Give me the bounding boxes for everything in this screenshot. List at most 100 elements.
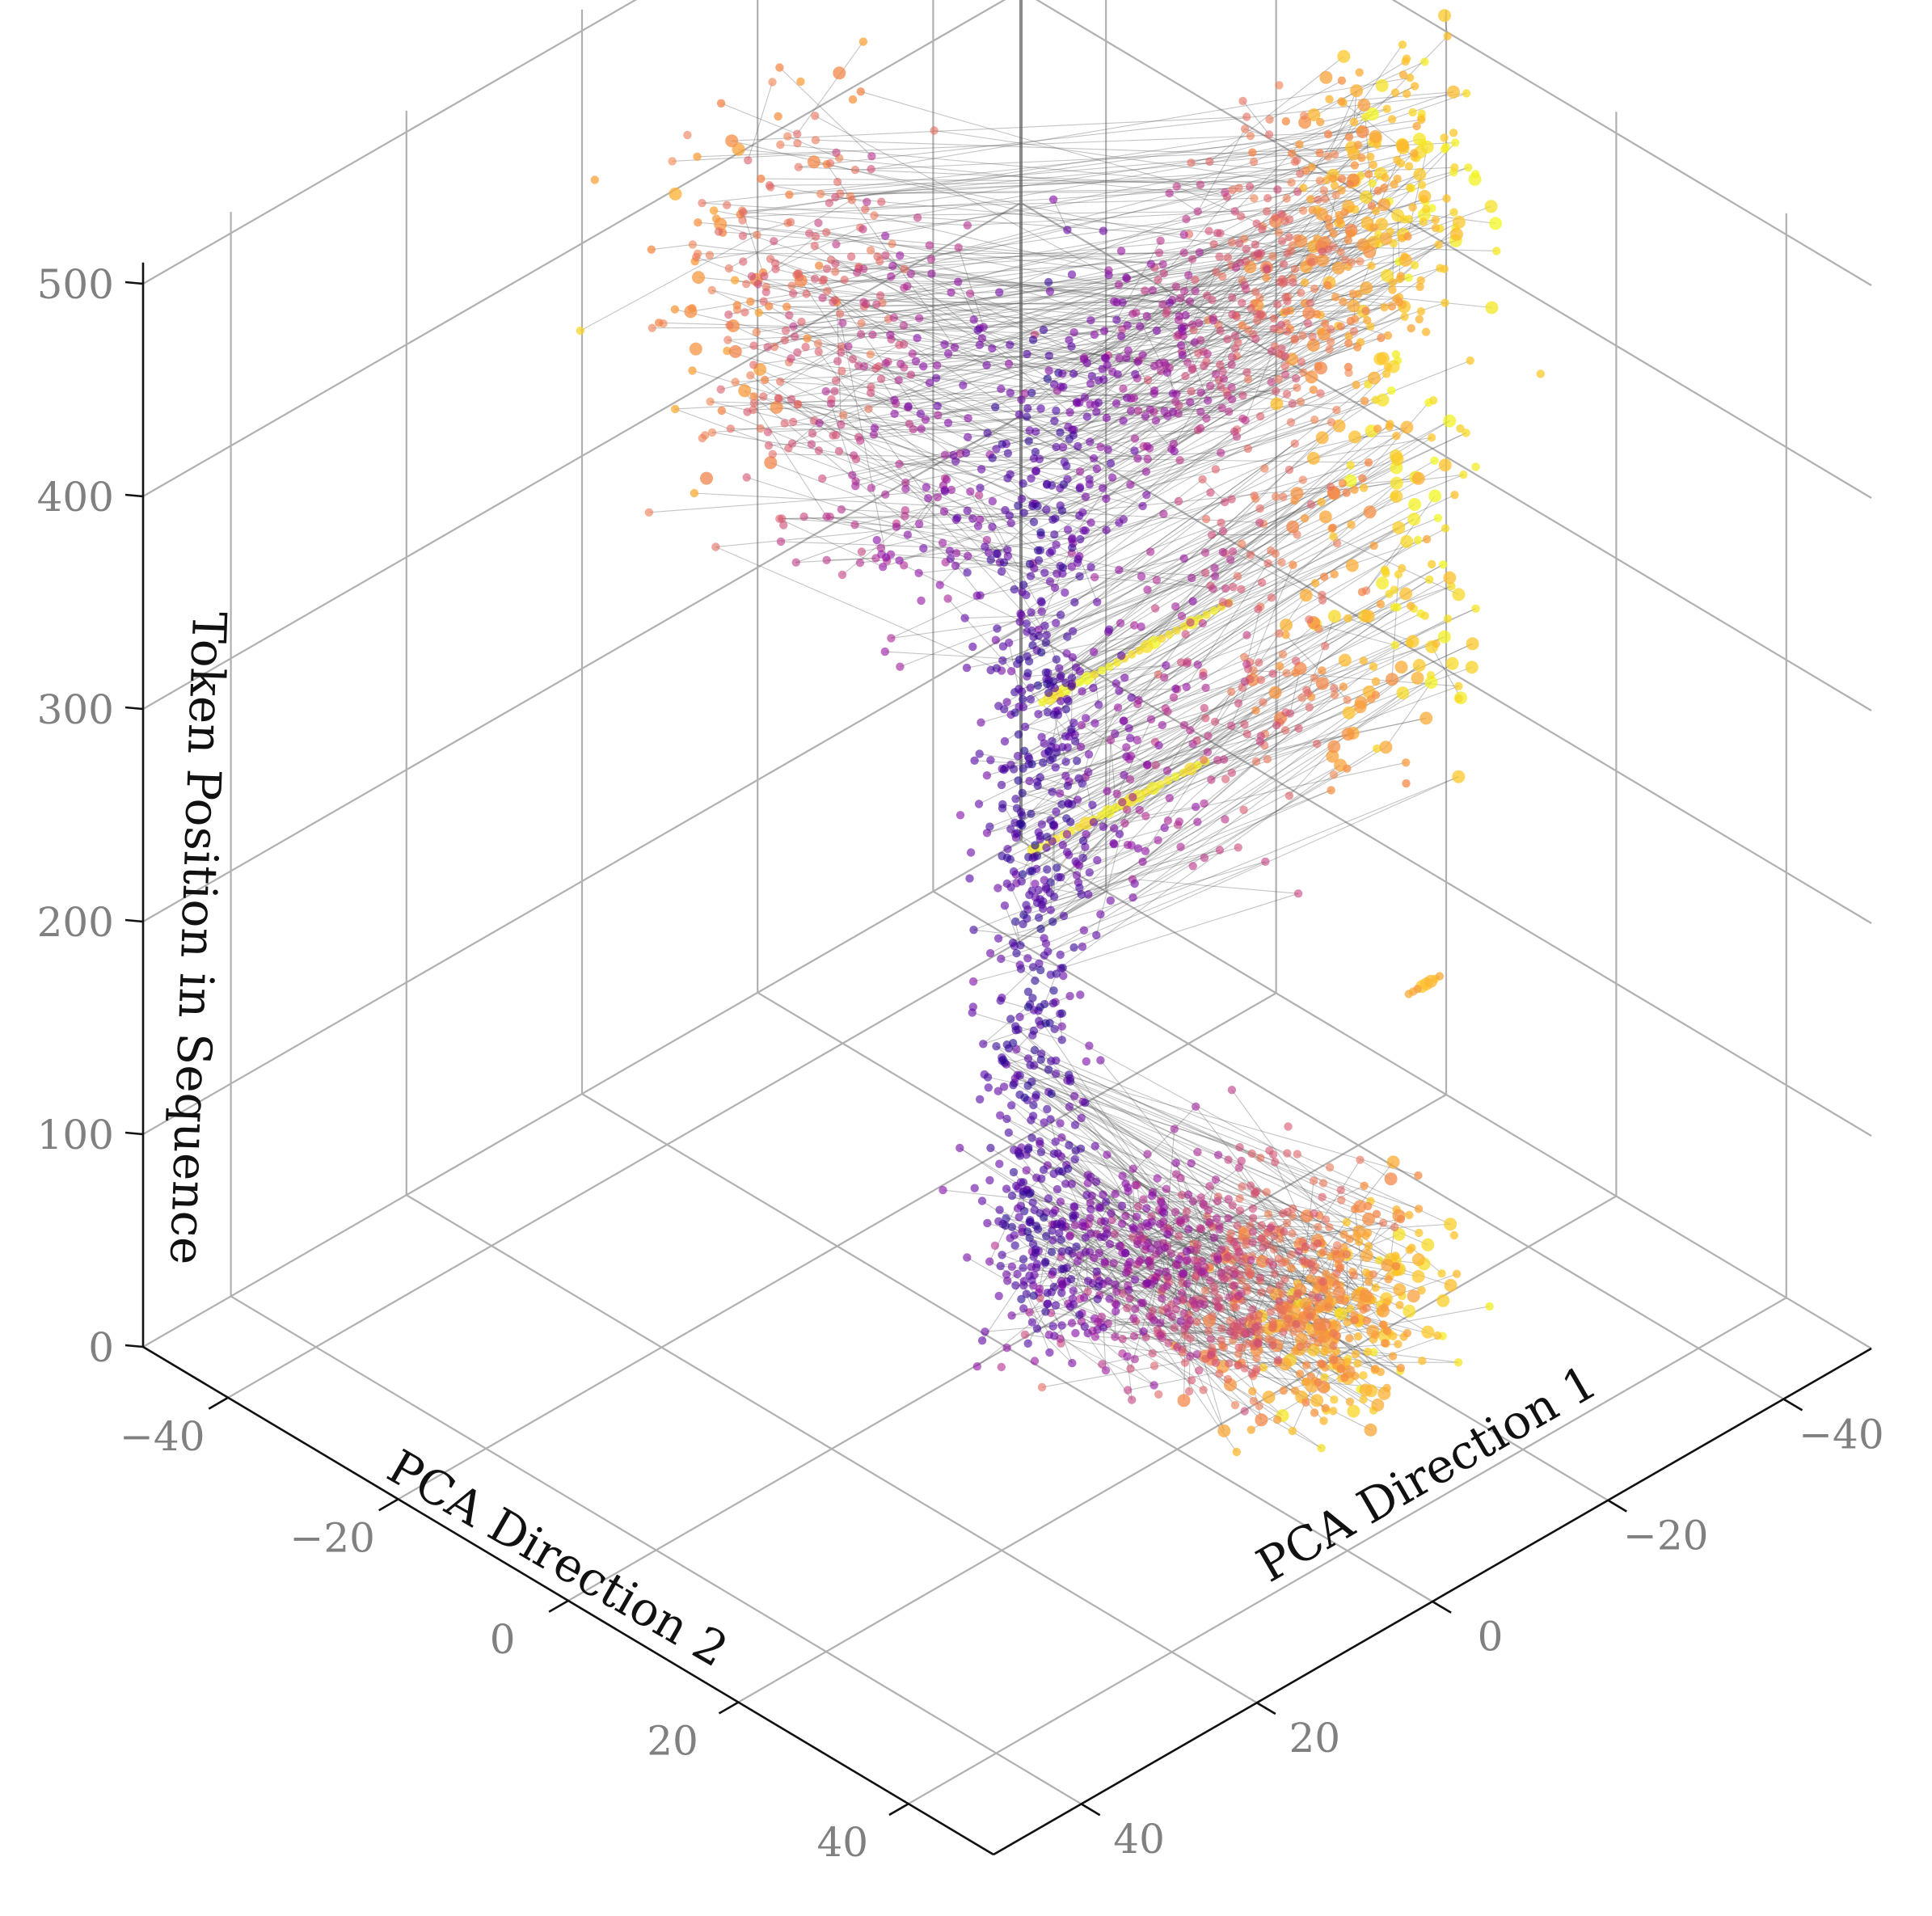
data-point <box>706 397 715 406</box>
connector-line <box>1042 582 1316 763</box>
data-point <box>1318 247 1327 256</box>
connector-line <box>1035 369 1192 453</box>
data-point <box>1224 1195 1233 1204</box>
data-point <box>1128 1395 1137 1404</box>
data-point <box>1171 772 1180 781</box>
data-point <box>1323 129 1333 139</box>
data-point <box>1336 1364 1346 1373</box>
data-point <box>875 291 885 300</box>
connector-line <box>1052 710 1256 922</box>
data-point <box>1342 488 1351 497</box>
data-point <box>1306 195 1315 204</box>
data-point <box>1157 366 1166 376</box>
data-point <box>1075 677 1084 687</box>
data-point <box>1390 1222 1399 1232</box>
data-point <box>1070 1120 1080 1129</box>
data-point <box>1048 753 1057 762</box>
data-point <box>1023 669 1032 677</box>
axis-labels: −40−2002040−40−20020400100200300400500PC… <box>37 261 1884 1866</box>
data-point <box>1052 540 1061 549</box>
data-point <box>1187 386 1196 396</box>
z-tick-label: 0 <box>88 1324 114 1371</box>
connector-line <box>740 135 1251 215</box>
data-point <box>1390 490 1403 503</box>
data-point <box>1435 972 1445 981</box>
data-point <box>1344 133 1354 141</box>
connector-line <box>987 1076 1015 1084</box>
data-point <box>1171 397 1180 406</box>
data-point <box>964 414 972 423</box>
data-point <box>973 521 983 530</box>
connector-line <box>974 760 1032 765</box>
data-point <box>1407 323 1415 333</box>
data-point <box>1388 285 1397 294</box>
data-point <box>1200 703 1209 712</box>
connector-line <box>1077 268 1339 403</box>
connector-line <box>674 309 924 367</box>
data-point <box>1392 521 1406 534</box>
connector-line <box>1027 1099 1334 1327</box>
x-tick-mark <box>1432 1600 1452 1614</box>
data-point <box>1246 1181 1255 1190</box>
connector-line <box>1182 1282 1328 1285</box>
data-point <box>1381 268 1394 282</box>
data-point <box>788 417 798 427</box>
data-point <box>1406 635 1419 648</box>
connector-line <box>1070 657 1074 730</box>
data-point <box>1022 1166 1031 1175</box>
connector-line <box>1018 1029 1057 1061</box>
connector-line <box>1191 113 1373 163</box>
data-point <box>1165 298 1175 307</box>
data-point <box>1387 115 1397 124</box>
data-point <box>692 252 701 262</box>
data-point <box>1152 326 1162 336</box>
data-point <box>1069 718 1078 728</box>
data-point <box>1369 129 1382 143</box>
connector-line <box>753 344 905 365</box>
data-point <box>1188 862 1197 871</box>
data-point <box>1210 717 1220 726</box>
data-point <box>917 424 926 433</box>
data-point <box>1428 396 1438 405</box>
connector-line <box>1043 329 1122 337</box>
connector-line <box>864 299 1213 307</box>
data-point <box>789 289 798 298</box>
data-point <box>752 327 761 337</box>
connector-line <box>780 144 1278 190</box>
connector-line <box>1116 240 1162 320</box>
data-point <box>1314 1378 1322 1387</box>
data-point <box>1033 681 1043 690</box>
data-point <box>1179 1309 1189 1318</box>
data-point <box>1119 716 1128 725</box>
data-point <box>1247 304 1255 313</box>
data-point <box>1090 1332 1100 1341</box>
data-point <box>1193 817 1202 826</box>
connector-line <box>1051 484 1143 507</box>
data-point <box>1347 1404 1360 1418</box>
data-point <box>888 261 897 271</box>
data-point <box>1048 1235 1057 1245</box>
data-point <box>1219 1343 1229 1352</box>
data-point <box>1242 1237 1251 1246</box>
data-point <box>1138 501 1147 511</box>
connector-line <box>1031 1251 1256 1373</box>
data-point <box>644 508 654 517</box>
data-point <box>961 449 971 458</box>
axes-layer <box>124 262 1872 1856</box>
data-point <box>870 424 880 433</box>
data-point <box>1067 800 1077 808</box>
data-point <box>1052 406 1061 416</box>
connector-line <box>698 276 1193 326</box>
data-point <box>1062 462 1071 471</box>
data-point <box>1121 1248 1130 1258</box>
data-point <box>1059 971 1068 981</box>
data-point <box>1251 706 1260 715</box>
data-point <box>1032 1324 1042 1333</box>
connector-line <box>854 495 980 525</box>
y-tick-label: −20 <box>289 1514 375 1561</box>
data-point <box>1086 316 1095 325</box>
data-point <box>590 175 599 184</box>
data-point <box>909 424 917 434</box>
data-point <box>1162 1281 1171 1290</box>
data-point <box>1171 282 1181 291</box>
